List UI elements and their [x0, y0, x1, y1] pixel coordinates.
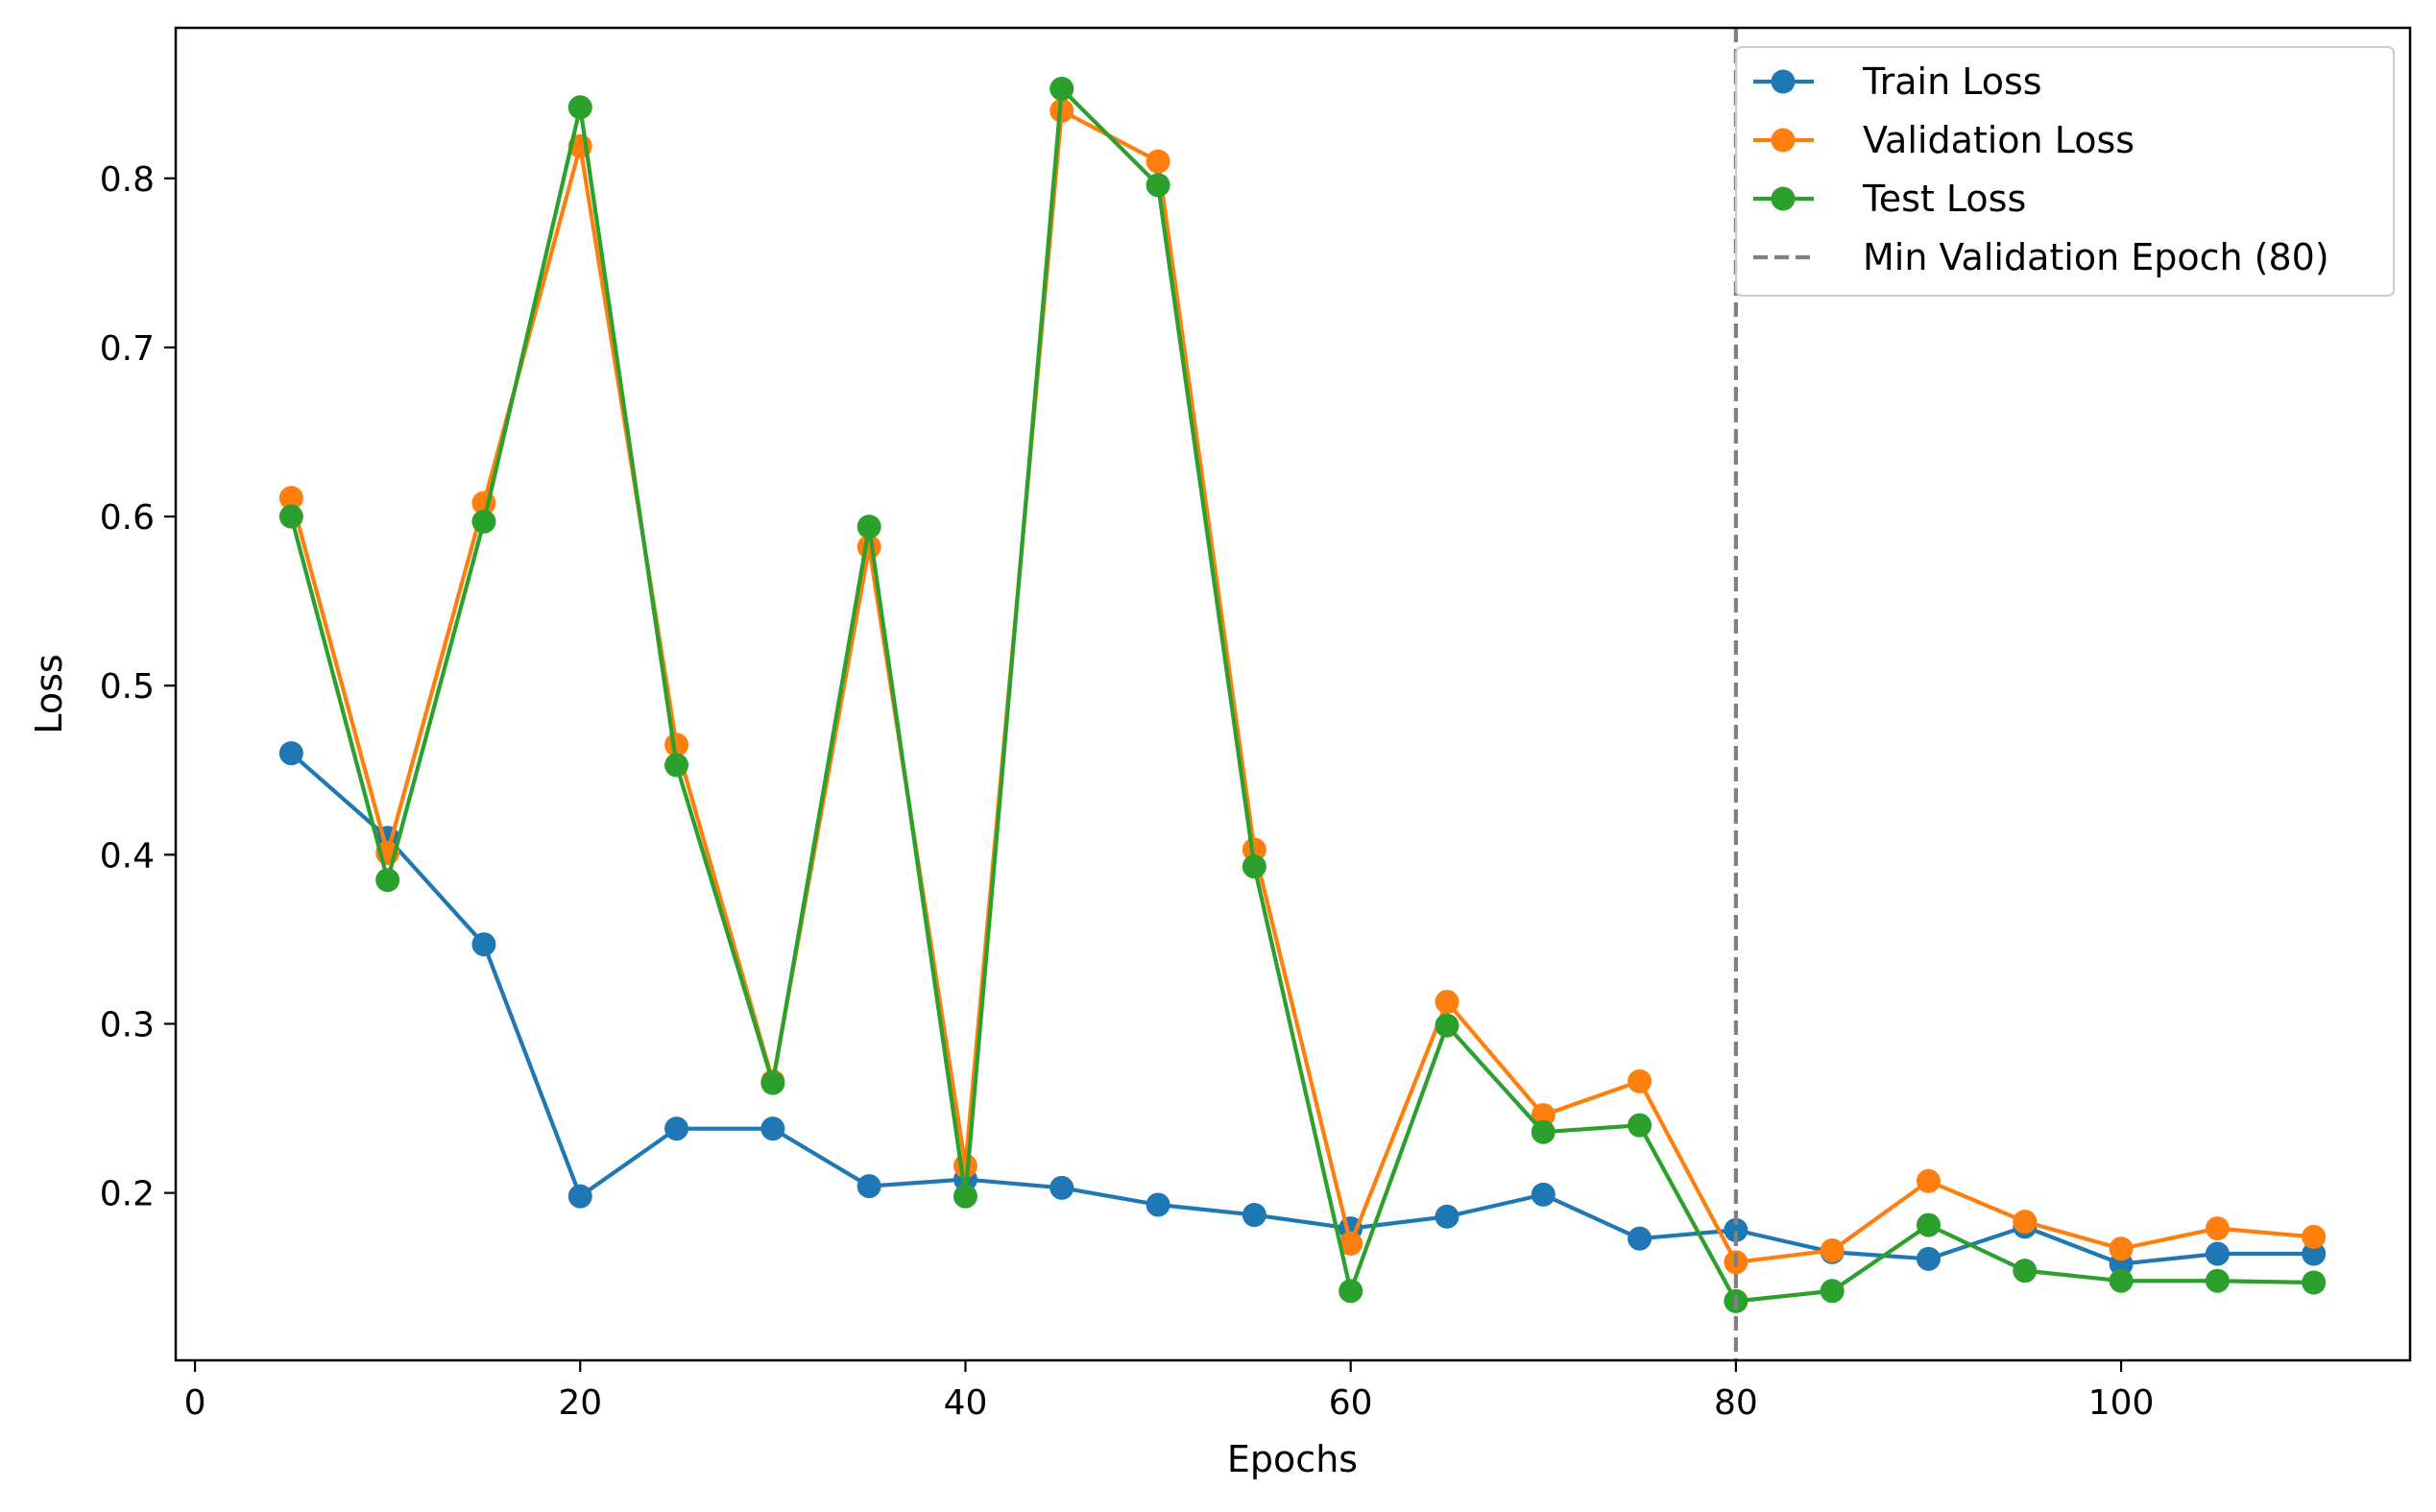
- y-tick-label: 0.3: [100, 1005, 155, 1044]
- train-loss-point: [471, 932, 496, 957]
- plot-area: [278, 28, 2327, 1360]
- validation-loss-point: [1435, 990, 1459, 1015]
- test-loss-point: [1916, 1212, 1941, 1237]
- train-loss-point: [1146, 1192, 1170, 1217]
- train-loss-point: [278, 741, 303, 766]
- x-tick-label: 0: [184, 1383, 206, 1423]
- train-loss-point: [1435, 1204, 1459, 1229]
- x-tick-label: 60: [1329, 1383, 1373, 1423]
- train-loss-point: [1916, 1246, 1941, 1271]
- y-tick-label: 0.4: [100, 836, 155, 876]
- test-loss-point: [856, 515, 881, 540]
- y-tick-label: 0.8: [100, 160, 155, 200]
- y-axis-label: Loss: [28, 654, 70, 733]
- legend-marker-test-loss: [1771, 186, 1796, 211]
- test-loss-point: [1531, 1119, 1556, 1144]
- test-loss-point: [278, 504, 303, 529]
- test-loss-point: [2013, 1259, 2038, 1284]
- test-loss-point: [2205, 1268, 2230, 1293]
- x-tick-label: 100: [2088, 1383, 2155, 1423]
- y-tick-label: 0.2: [100, 1175, 155, 1214]
- train-loss-point: [567, 1184, 592, 1209]
- train-loss-point: [760, 1116, 785, 1141]
- legend: Train Loss Validation Loss Test Loss Min Va…: [1735, 46, 2395, 297]
- test-loss-point: [2109, 1268, 2134, 1293]
- test-loss-line: [289, 86, 2316, 1304]
- validation-loss-point: [2302, 1224, 2327, 1249]
- validation-loss-point: [1339, 1231, 1363, 1256]
- validation-loss-point: [1820, 1238, 1845, 1263]
- train-loss-point: [2205, 1241, 2230, 1266]
- x-tick-label: 20: [558, 1383, 602, 1423]
- legend-marker-train-loss: [1771, 69, 1796, 94]
- test-loss-point: [567, 95, 592, 120]
- train-loss-point: [2302, 1241, 2327, 1266]
- test-loss-point: [375, 868, 400, 893]
- y-tick-label: 0.6: [100, 498, 155, 538]
- train-loss-point: [1628, 1226, 1652, 1251]
- validation-loss-point: [2109, 1236, 2134, 1261]
- validation-loss-point: [1916, 1168, 1941, 1193]
- test-loss-point: [1146, 173, 1170, 198]
- x-tick-label: 40: [944, 1383, 988, 1423]
- test-loss-point: [760, 1070, 785, 1095]
- validation-loss-point: [2205, 1216, 2230, 1241]
- train-loss-line: [289, 751, 2316, 1266]
- legend-label: Min Validation Epoch (80): [1863, 236, 2329, 278]
- legend-box: [1735, 46, 2395, 297]
- legend-label: Train Loss: [1862, 60, 2042, 103]
- train-loss-point: [1531, 1182, 1556, 1207]
- x-axis-label: Epochs: [1227, 1438, 1358, 1480]
- test-loss-point: [953, 1184, 977, 1209]
- train-loss-point: [1242, 1203, 1266, 1228]
- test-loss-point: [664, 753, 689, 778]
- validation-loss-point: [1531, 1103, 1556, 1128]
- test-loss-point: [1628, 1113, 1652, 1138]
- test-loss-point: [2302, 1270, 2327, 1295]
- test-loss-point: [1820, 1279, 1845, 1304]
- train-loss-point: [856, 1174, 881, 1199]
- legend-marker-validation-loss: [1771, 128, 1796, 153]
- train-loss-point: [1724, 1217, 1749, 1242]
- validation-loss-point: [1242, 837, 1266, 862]
- test-loss-point: [1435, 1013, 1459, 1038]
- x-tick-label: 80: [1714, 1383, 1758, 1423]
- validation-loss-point: [1628, 1068, 1652, 1093]
- validation-loss-point: [2013, 1210, 2038, 1235]
- train-loss-point: [1049, 1175, 1074, 1200]
- train-loss-point: [664, 1116, 689, 1141]
- axis-ticks: 0 20 40 60 80 100 0.2 0.3 0.4 0.5 0.6 0.7 0.8: [100, 160, 2155, 1423]
- validation-loss-point: [664, 732, 689, 757]
- axes-frame: [174, 26, 2412, 1362]
- y-tick-label: 0.5: [100, 667, 155, 707]
- test-loss-point: [1242, 854, 1266, 879]
- validation-loss-point: [278, 486, 303, 511]
- test-loss-point: [1339, 1279, 1363, 1304]
- test-loss-point: [471, 509, 496, 534]
- test-loss-point: [1049, 76, 1074, 101]
- y-tick-label: 0.7: [100, 329, 155, 369]
- legend-label: Validation Loss: [1863, 119, 2135, 161]
- validation-loss-point: [1146, 149, 1170, 174]
- legend-label: Test Loss: [1862, 178, 2026, 220]
